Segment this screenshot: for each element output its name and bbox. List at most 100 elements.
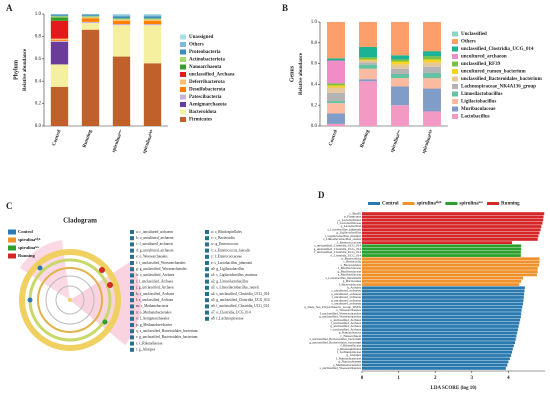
- bar-segment: [112, 18, 131, 20]
- bar-segment: [391, 55, 409, 60]
- bar-label: o_Bacteroidales: [340, 263, 361, 267]
- bar: [362, 366, 506, 370]
- bar-segment: [391, 64, 409, 69]
- x-tick-label: spirulinaˡᵒʷ: [389, 128, 403, 153]
- bar-segment: [359, 62, 377, 65]
- bar-label: s_Limosilactobacillus_reuteri: [323, 237, 361, 241]
- node-label: a7: o_Clostridia_UCG_014: [211, 310, 251, 314]
- node-label: p: g_Methanobrevibacter: [136, 323, 173, 327]
- bar-segment: [143, 15, 162, 17]
- node-label: o: f_Aenigmarchaeales: [136, 317, 170, 321]
- clade-node: [68, 298, 72, 302]
- node-label: s: f_Rikenellaceae: [136, 341, 163, 345]
- x-tick-label: 2: [434, 376, 437, 381]
- legend-label: Unclassified: [461, 32, 487, 37]
- node-swatch: [205, 248, 209, 253]
- bar-label: f_Nanoarchaeaceae: [336, 356, 362, 360]
- legend-label: unclassified_RF39: [461, 62, 501, 67]
- legend-swatch: [180, 79, 186, 85]
- legend-label: uncultured_rumen_bacterium: [461, 70, 526, 75]
- clade-node: [37, 265, 43, 271]
- node-label: a3: s_Limosilactobacillus_reuteri: [211, 286, 259, 290]
- legend-label: Bacteroidota: [189, 110, 217, 115]
- y-tick-label: 0.6: [311, 62, 318, 67]
- node-label: a4: s_unclassified_Clostridia_UCG_014: [211, 292, 269, 296]
- bar: [362, 289, 525, 293]
- legend-label: Firmicutes: [189, 118, 212, 123]
- node-label: a8: f_Lachnospiraceae: [211, 317, 244, 321]
- bar: [362, 302, 524, 306]
- node-label: f: f_unclassified_Woesearchaeales: [136, 261, 186, 265]
- legend-label: Patescibacteria: [189, 95, 222, 100]
- bar-segment: [143, 24, 162, 26]
- bar: [362, 247, 522, 251]
- bar: [362, 296, 524, 299]
- legend-swatch: [452, 84, 458, 89]
- bar-label: s_Lactobacillus_intestinalis: [326, 276, 362, 280]
- bar-segment: [81, 22, 100, 30]
- bar-segment: [143, 18, 162, 20]
- node-swatch: [205, 254, 209, 259]
- x-axis-title: LDA SCORE (log 10): [431, 386, 477, 391]
- legend-swatch: [180, 102, 186, 107]
- node-swatch: [205, 236, 209, 241]
- bar-segment: [81, 21, 100, 23]
- bar-segment: [112, 24, 131, 26]
- bar-label: f_Enterococcaceae: [337, 240, 362, 244]
- node-label: u: o_Rhodospirillales: [211, 230, 242, 234]
- bar-segment: [327, 58, 345, 61]
- bar-segment: [327, 103, 345, 114]
- bar-segment: [423, 88, 441, 112]
- bar: [362, 318, 521, 322]
- node-swatch: [130, 292, 134, 296]
- bar-label: g_Muribaculaceae: [337, 269, 361, 273]
- node-swatch: [205, 292, 209, 296]
- legend-swatch: [452, 99, 458, 104]
- node-swatch: [130, 279, 134, 284]
- bar-segment: [327, 85, 345, 88]
- bar-label: f_Bacteroidaceae: [339, 282, 362, 286]
- bar-label: p_Firmicutes: [344, 215, 362, 219]
- legend-swatch: [180, 117, 186, 122]
- panel-letter: D: [318, 190, 325, 200]
- bar: [362, 279, 522, 283]
- bar-segment: [81, 14, 100, 16]
- bar-label: c_Bacilli: [349, 211, 361, 215]
- bar: [362, 276, 524, 280]
- bar-label: f_uncultured_archaeon: [332, 295, 362, 299]
- clade-ring: [55, 285, 85, 315]
- clade-ring: [37, 267, 103, 333]
- bar-segment: [359, 68, 377, 80]
- node-label: a0: g_Ligilactobacillus: [211, 267, 245, 271]
- bar: [362, 325, 519, 328]
- bar-segment: [327, 22, 345, 59]
- node-swatch: [130, 304, 134, 309]
- bar-segment: [391, 78, 409, 87]
- bar-segment: [50, 20, 69, 39]
- bar-segment: [81, 16, 100, 18]
- clade-node: [27, 297, 33, 303]
- node-swatch: [130, 242, 134, 247]
- bar: [362, 350, 513, 354]
- bar-label: f_Lactobacillaceae: [337, 221, 362, 225]
- node-swatch: [205, 304, 209, 309]
- node-label: c: f_uncultured_archaeon: [136, 242, 173, 246]
- legend-label: Actinobacteriota: [189, 58, 225, 63]
- bar: [362, 270, 538, 274]
- bar: [362, 299, 524, 303]
- node-swatch: [205, 316, 209, 321]
- bar-segment: [327, 83, 345, 86]
- bar-segment: [50, 42, 69, 65]
- node-label: n: o_Methanobacteriales: [136, 310, 172, 314]
- legend-label: spirulinaʰⁱᵍʰ: [18, 235, 41, 242]
- bar-label: g_Deep_Sea_Euryarchaeotic_Group_DSEG: [304, 305, 361, 309]
- bar-segment: [359, 81, 377, 126]
- x-tick-label: Control: [329, 129, 340, 147]
- bar-label: p_Nanoarchaeota: [339, 331, 362, 335]
- bar-label: f_Rikenellaceae: [340, 344, 361, 348]
- bar-segment: [423, 72, 441, 79]
- bar-label: s_Lactobacillus_johnsonii: [328, 227, 362, 231]
- legend-swatch: [180, 42, 186, 47]
- bar: [362, 331, 518, 335]
